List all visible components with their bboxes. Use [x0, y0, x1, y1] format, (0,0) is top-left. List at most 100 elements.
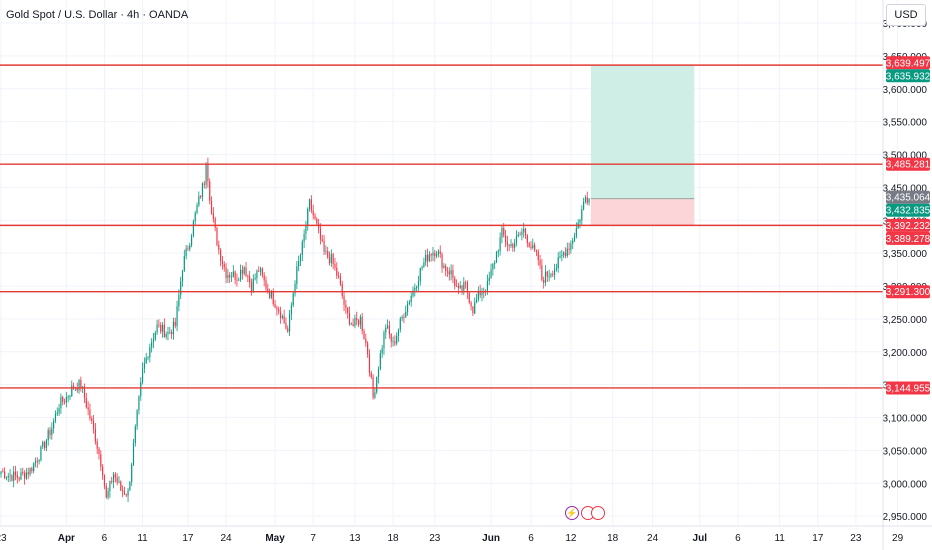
time-tick-label: 18	[387, 533, 399, 544]
candle-body	[376, 377, 378, 393]
candle-body	[82, 386, 84, 388]
price-label-tag	[886, 56, 930, 70]
candle-body	[236, 279, 238, 281]
candle-body	[239, 269, 242, 280]
price-label-tag	[886, 218, 930, 232]
candle-body	[519, 234, 521, 236]
candle-body	[394, 341, 396, 344]
candle-body	[416, 286, 418, 289]
candle-body	[250, 282, 253, 292]
candle-body	[543, 280, 545, 283]
price-label-text: 3,435.064	[886, 193, 931, 204]
candle-body	[426, 254, 429, 262]
candle-body	[7, 476, 9, 478]
stop-zone[interactable]	[590, 198, 695, 226]
price-label-tag	[886, 190, 930, 204]
candle-body	[474, 302, 476, 314]
price-label-text: 3,392.232	[886, 221, 931, 232]
candle-body	[334, 263, 336, 268]
chart-title: Gold Spot / U.S. Dollar · 4h · OANDA	[6, 9, 189, 21]
candle-body	[388, 325, 391, 335]
candle-body	[73, 385, 75, 388]
position-tool[interactable]	[590, 65, 695, 226]
candle-body	[102, 466, 104, 476]
candle-body	[357, 320, 360, 325]
candle-body	[34, 461, 37, 464]
candle-body	[361, 316, 363, 332]
candle-body	[583, 201, 585, 210]
candle-body	[332, 254, 334, 264]
candle-body	[138, 396, 140, 411]
candle-body	[189, 245, 191, 250]
candle-body	[116, 477, 118, 483]
candle-body	[386, 325, 389, 328]
price-tick-label: 3,350.000	[883, 249, 928, 260]
time-tick-label: 7	[310, 533, 316, 544]
candle-body	[25, 472, 28, 479]
candle-body	[443, 265, 445, 268]
horizontal-levels[interactable]	[0, 64, 883, 389]
candle-body	[136, 410, 138, 427]
candle-body	[303, 233, 305, 242]
candle-body	[151, 342, 153, 348]
candle-body	[408, 302, 410, 304]
candle-body	[38, 460, 40, 462]
candle-body	[269, 290, 271, 298]
candle-body	[336, 267, 338, 276]
candle-body	[354, 318, 356, 326]
candle-body	[423, 262, 425, 267]
candle-body	[381, 348, 383, 354]
time-tick-label: May	[265, 533, 285, 544]
candle-body	[417, 281, 420, 287]
candle-body	[367, 343, 369, 354]
candle-body	[227, 275, 229, 279]
lightning-icon[interactable]: ⚡	[565, 506, 579, 520]
candle-body	[345, 304, 347, 308]
candle-body	[403, 316, 405, 318]
candle-body	[125, 494, 127, 496]
candle-body	[107, 491, 109, 498]
candle-body	[397, 329, 400, 337]
candle-body	[454, 277, 456, 286]
candle-body	[352, 323, 354, 326]
candle-body	[455, 285, 458, 287]
candle-body	[305, 225, 307, 234]
candle-body	[468, 292, 470, 303]
candle-body	[523, 228, 525, 233]
candle-body	[47, 430, 49, 441]
candle-body	[534, 244, 536, 251]
candle-body	[185, 248, 187, 257]
candle-body	[572, 240, 574, 244]
candle-body	[374, 392, 376, 398]
us-flag-icon[interactable]	[591, 506, 605, 520]
candle-body	[131, 464, 133, 482]
time-tick-label: 11	[774, 533, 785, 544]
candle-body	[9, 475, 11, 477]
currency-button[interactable]: USD	[886, 4, 926, 26]
time-axis[interactable]: 23 Apr 6 11 17 24 May 7 13 18 23 Jun 6 12 18 24 Jul 6 11 17…	[0, 525, 932, 544]
target-zone[interactable]	[590, 65, 695, 199]
candle-body	[477, 291, 479, 300]
candle-body	[62, 396, 64, 402]
price-axis[interactable]: 3,700.0003,650.0003,600.0003,550.0003,50…	[882, 0, 928, 550]
candle-body	[452, 270, 454, 278]
candle-body	[410, 295, 412, 303]
candle-body	[559, 255, 561, 258]
candle-body	[323, 240, 325, 252]
candle-body	[548, 275, 550, 277]
candle-body	[78, 379, 80, 391]
price-label-tag	[886, 381, 930, 395]
candle-body	[379, 353, 381, 369]
time-tick-label: 13	[349, 533, 361, 544]
candle-body	[129, 481, 131, 491]
price-tick-label: 3,200.000	[883, 348, 928, 359]
candle-body	[499, 237, 501, 251]
price-label-tag	[886, 69, 930, 83]
candle-body	[490, 269, 492, 279]
candle-body	[218, 245, 220, 250]
candle-body	[414, 288, 416, 291]
price-labels: 3,639.497 3,635.932 3,485.281 3,435.064 3,43…	[886, 56, 931, 395]
candle-body	[56, 412, 58, 414]
candle-body	[405, 311, 407, 318]
